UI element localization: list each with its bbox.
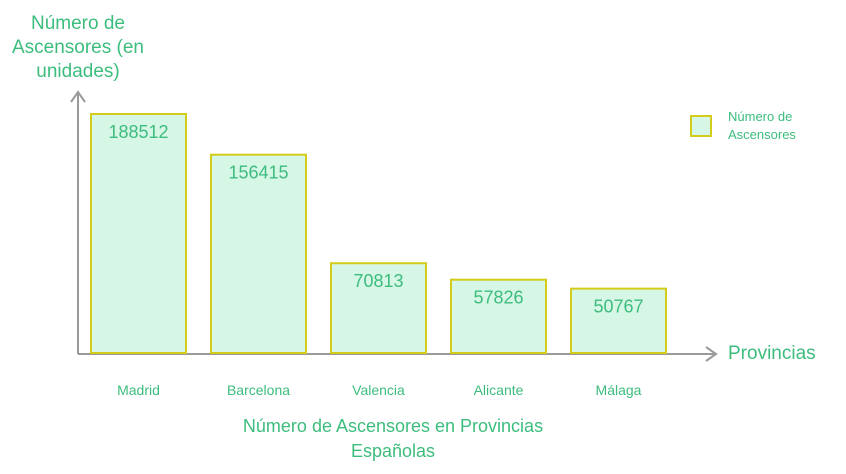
chart-title: Número de Ascensores en Provincias Españ…	[242, 416, 544, 461]
y-axis-label: Número de Ascensores (en unidades)	[11, 13, 144, 82]
category-tick-label: Madrid	[117, 382, 160, 398]
y-axis-arrow	[70, 90, 86, 103]
x-axis-label: Provincias	[728, 343, 816, 364]
bar-value-label: 70813	[353, 271, 403, 291]
bar-alicante	[450, 278, 547, 355]
bar-barcelona	[210, 153, 307, 354]
bar-value-label: 156415	[228, 163, 288, 183]
legend-label: Número de Ascensores	[728, 109, 796, 142]
legend: Número de Ascensores	[690, 108, 818, 144]
category-tick-label: Alicante	[474, 382, 524, 398]
bar-value-label: 188512	[108, 122, 168, 142]
bar-málaga	[570, 287, 667, 354]
bars-group: 188512 Madrid 156415 Barcelona 70813 Valencia…	[90, 113, 667, 398]
bar-madrid	[90, 113, 187, 354]
legend-swatch	[690, 115, 712, 137]
x-axis-arrow	[705, 346, 718, 362]
category-tick-label: Barcelona	[227, 382, 290, 398]
category-tick-label: Málaga	[596, 382, 642, 398]
category-tick-label: Valencia	[352, 382, 405, 398]
bar-value-label: 50767	[593, 297, 643, 317]
bar-valencia	[330, 262, 427, 354]
bar-value-label: 57826	[473, 288, 523, 308]
